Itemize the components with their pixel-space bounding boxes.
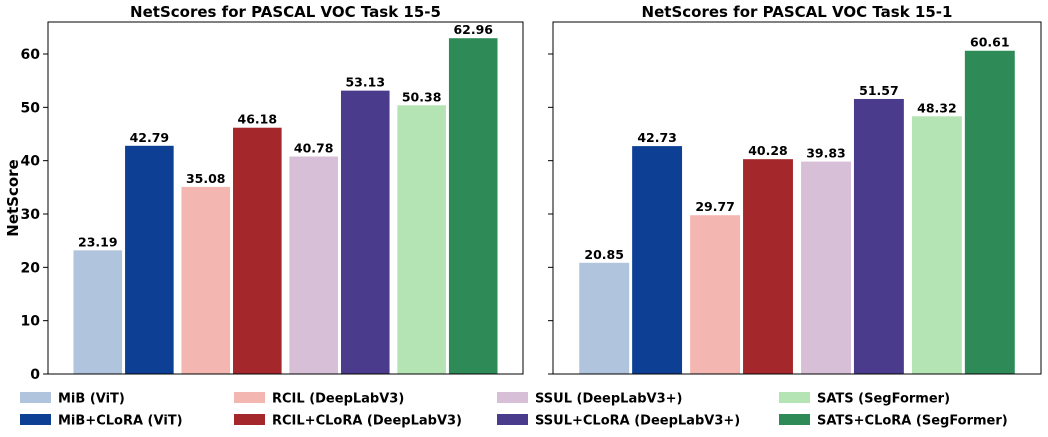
legend-label-4: SSUL (DeepLabV3+): [535, 392, 682, 407]
legend-label-3: RCIL+CLoRA (DeepLabV3): [272, 414, 462, 429]
data-label-panel-0-3: 46.18: [238, 112, 278, 127]
data-label-panel-0-5: 53.13: [345, 75, 385, 90]
panel-1-frame: [552, 21, 1042, 375]
y-axis-label: NetScore: [4, 159, 22, 236]
legend-swatch-3: [234, 414, 265, 425]
data-label-panel-1-7: 60.61: [970, 35, 1010, 50]
ytick-label-4: 40: [21, 154, 41, 170]
data-label-panel-0-6: 50.38: [402, 89, 442, 104]
legend-label-1: MiB+CLoRA (ViT): [58, 414, 183, 429]
bar-panel-0-1: [125, 145, 174, 374]
panel-0-title: NetScores for PASCAL VOC Task 15-5: [130, 3, 441, 21]
legend-label-0: MiB (ViT): [58, 392, 125, 407]
ytick-label-3: 30: [21, 207, 41, 223]
bar-panel-0-0: [73, 250, 123, 374]
data-label-panel-0-0: 23.19: [78, 234, 118, 249]
legend-swatch-4: [497, 392, 528, 403]
legend-swatch-0: [20, 392, 51, 403]
bar-panel-0-2: [181, 186, 231, 374]
bar-panel-1-3: [743, 159, 793, 374]
bar-panel-1-0: [579, 262, 630, 374]
data-label-panel-0-4: 40.78: [294, 141, 334, 156]
bar-panel-0-6: [397, 105, 446, 374]
bar-panel-1-6: [911, 116, 962, 374]
data-label-panel-1-2: 29.77: [695, 199, 735, 214]
bar-panel-1-2: [690, 215, 741, 374]
legend-swatch-6: [779, 392, 810, 403]
bar-panel-0-5: [340, 90, 390, 374]
legend-label-7: SATS+CLoRA (SegFormer): [817, 414, 1008, 429]
data-label-panel-0-1: 42.79: [130, 130, 170, 145]
bar-panel-0-4: [289, 156, 338, 374]
ytick-label-0: 0: [30, 367, 40, 383]
data-label-panel-1-5: 51.57: [859, 83, 899, 98]
bar-panel-1-5: [853, 98, 904, 375]
ytick-label-2: 20: [21, 260, 41, 276]
data-label-panel-1-4: 39.83: [806, 146, 846, 161]
ytick-label-5: 50: [21, 100, 41, 116]
bar-panel-1-4: [801, 161, 851, 374]
legend-swatch-2: [234, 392, 265, 403]
data-label-panel-0-2: 35.08: [186, 171, 226, 186]
data-label-panel-1-0: 20.85: [584, 247, 624, 262]
legend-label-6: SATS (SegFormer): [817, 392, 950, 407]
data-label-panel-1-6: 48.32: [917, 100, 957, 115]
ytick-label-6: 60: [21, 47, 41, 63]
panel-0-frame: [47, 21, 524, 375]
bar-panel-1-1: [632, 146, 683, 374]
legend-swatch-1: [20, 414, 51, 425]
legend-label-2: RCIL (DeepLabV3): [272, 392, 404, 407]
bar-panel-1-7: [964, 50, 1015, 374]
data-label-panel-1-3: 40.28: [748, 143, 788, 158]
legend-swatch-5: [497, 414, 528, 425]
panel-1-title: NetScores for PASCAL VOC Task 15-1: [642, 3, 953, 21]
bar-panel-0-3: [233, 127, 282, 374]
ytick-label-1: 10: [21, 314, 41, 330]
data-label-panel-1-1: 42.73: [637, 130, 677, 145]
legend-label-5: SSUL+CLoRA (DeepLabV3+): [535, 414, 740, 429]
legend-swatch-7: [779, 414, 810, 425]
bar-panel-0-7: [448, 38, 498, 375]
data-label-panel-0-7: 62.96: [453, 22, 493, 37]
